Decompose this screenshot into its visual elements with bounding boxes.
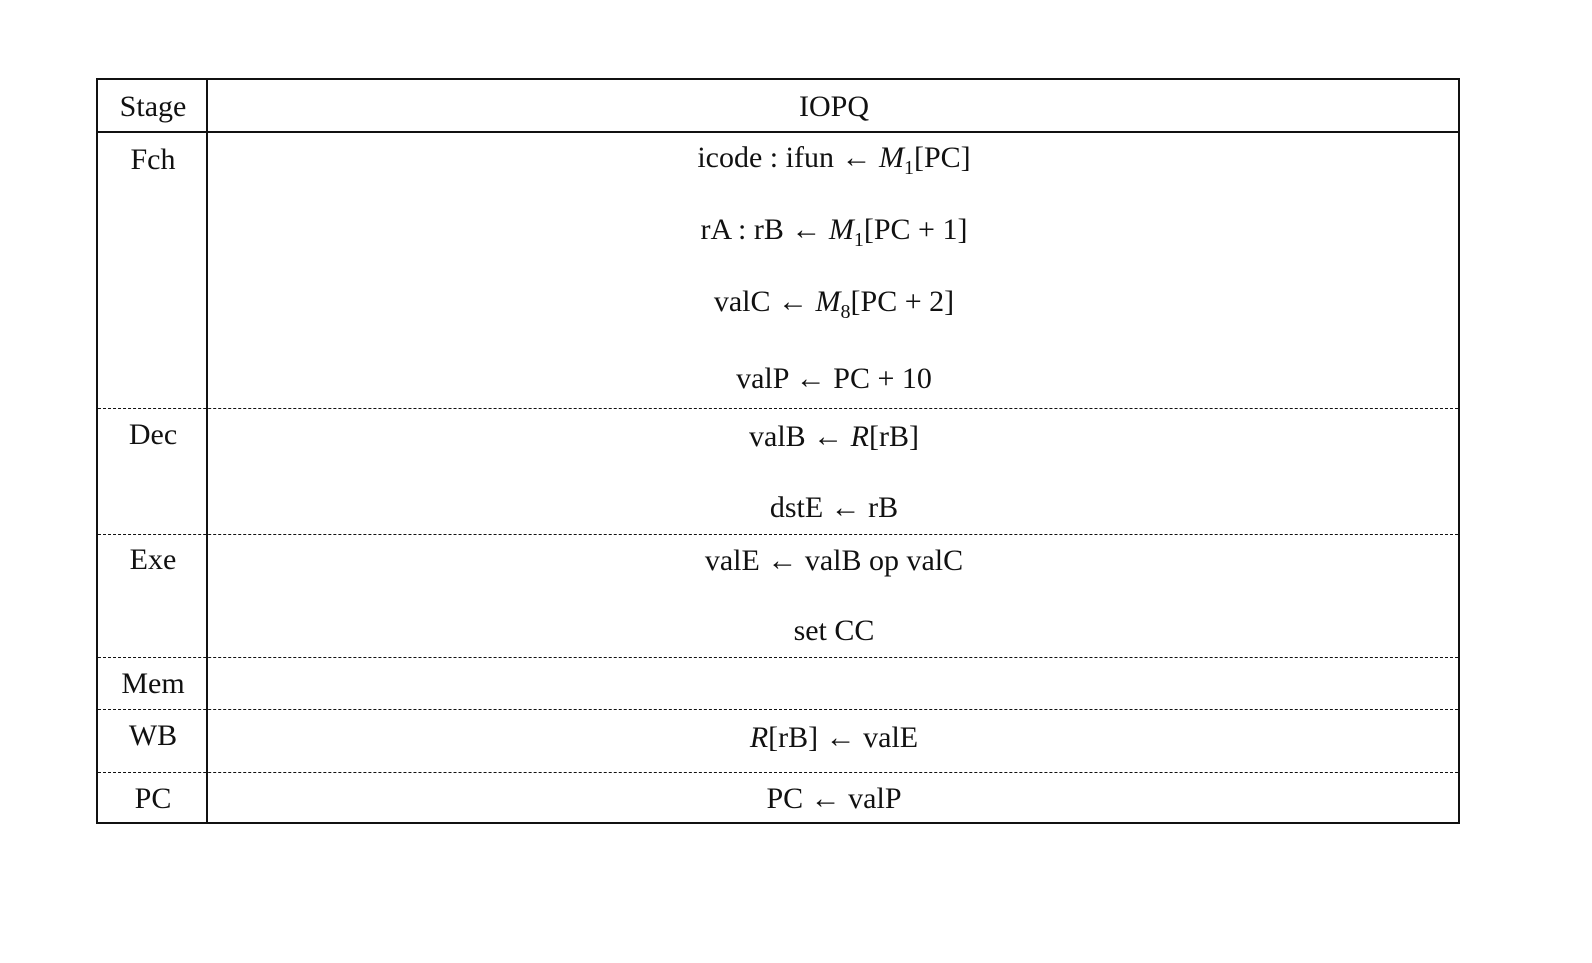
operation-line: set CC (794, 616, 875, 646)
math-variable: R (850, 420, 870, 453)
header-divider (98, 131, 1458, 133)
operation-line: icode : ifun ← M1[PC] (697, 143, 970, 183)
stage-label: Exe (129, 543, 177, 576)
stage-separator (98, 657, 1458, 658)
expression-text: valC ← (713, 285, 816, 318)
header-stage: Stage (119, 90, 187, 123)
expression-text: set CC (793, 614, 875, 647)
expression-text: valB ← (749, 420, 851, 453)
subscript: 8 (840, 301, 851, 323)
stage-label: PC (134, 782, 172, 815)
operation-line: R[rB] ← valE (750, 723, 918, 753)
expression-text: rA : rB ← (700, 213, 829, 246)
expression-text: valP ← PC + 10 (736, 362, 932, 395)
expression-text: icode : ifun ← (697, 141, 879, 174)
expression-text: [PC] (913, 141, 971, 174)
math-variable: M (815, 285, 841, 318)
expression-text: dstE ← rB (769, 491, 899, 524)
operation-line: valC ← M8[PC + 2] (714, 287, 954, 327)
subscript: 1 (903, 157, 914, 179)
math-variable: M (878, 141, 904, 174)
stage-label: Dec (128, 418, 178, 451)
stage-separator (98, 408, 1458, 409)
stage-separator (98, 534, 1458, 535)
header-instruction: IOPQ (798, 90, 870, 123)
operation-line: rA : rB ← M1[PC + 1] (701, 215, 968, 255)
expression-text: [PC + 2] (850, 285, 955, 318)
operation-line: valP ← PC + 10 (736, 364, 932, 394)
math-variable: R (749, 721, 769, 754)
operation-line: valB ← R[rB] (749, 422, 919, 452)
expression-text: valE ← valB op valC (704, 544, 964, 577)
subscript: 1 (853, 229, 864, 251)
expression-text: [PC + 1] (863, 213, 968, 246)
column-divider (206, 80, 208, 822)
stage-label: Mem (121, 667, 185, 700)
math-variable: M (828, 213, 854, 246)
operation-line: valE ← valB op valC (705, 546, 963, 576)
operation-line: PC ← valP (766, 784, 901, 814)
expression-text: [rB] ← valE (768, 721, 919, 754)
operation-line: dstE ← rB (770, 493, 898, 523)
stage-separator (98, 709, 1458, 710)
stage-label: WB (128, 719, 178, 752)
stage-label: Fch (130, 143, 176, 176)
expression-text: PC ← valP (766, 782, 902, 815)
stage-separator (98, 772, 1458, 773)
expression-text: [rB] (869, 420, 919, 453)
stage-table: Stage IOPQ Fch icode : ifun ← M1[PC] rA : rB… (96, 78, 1460, 824)
